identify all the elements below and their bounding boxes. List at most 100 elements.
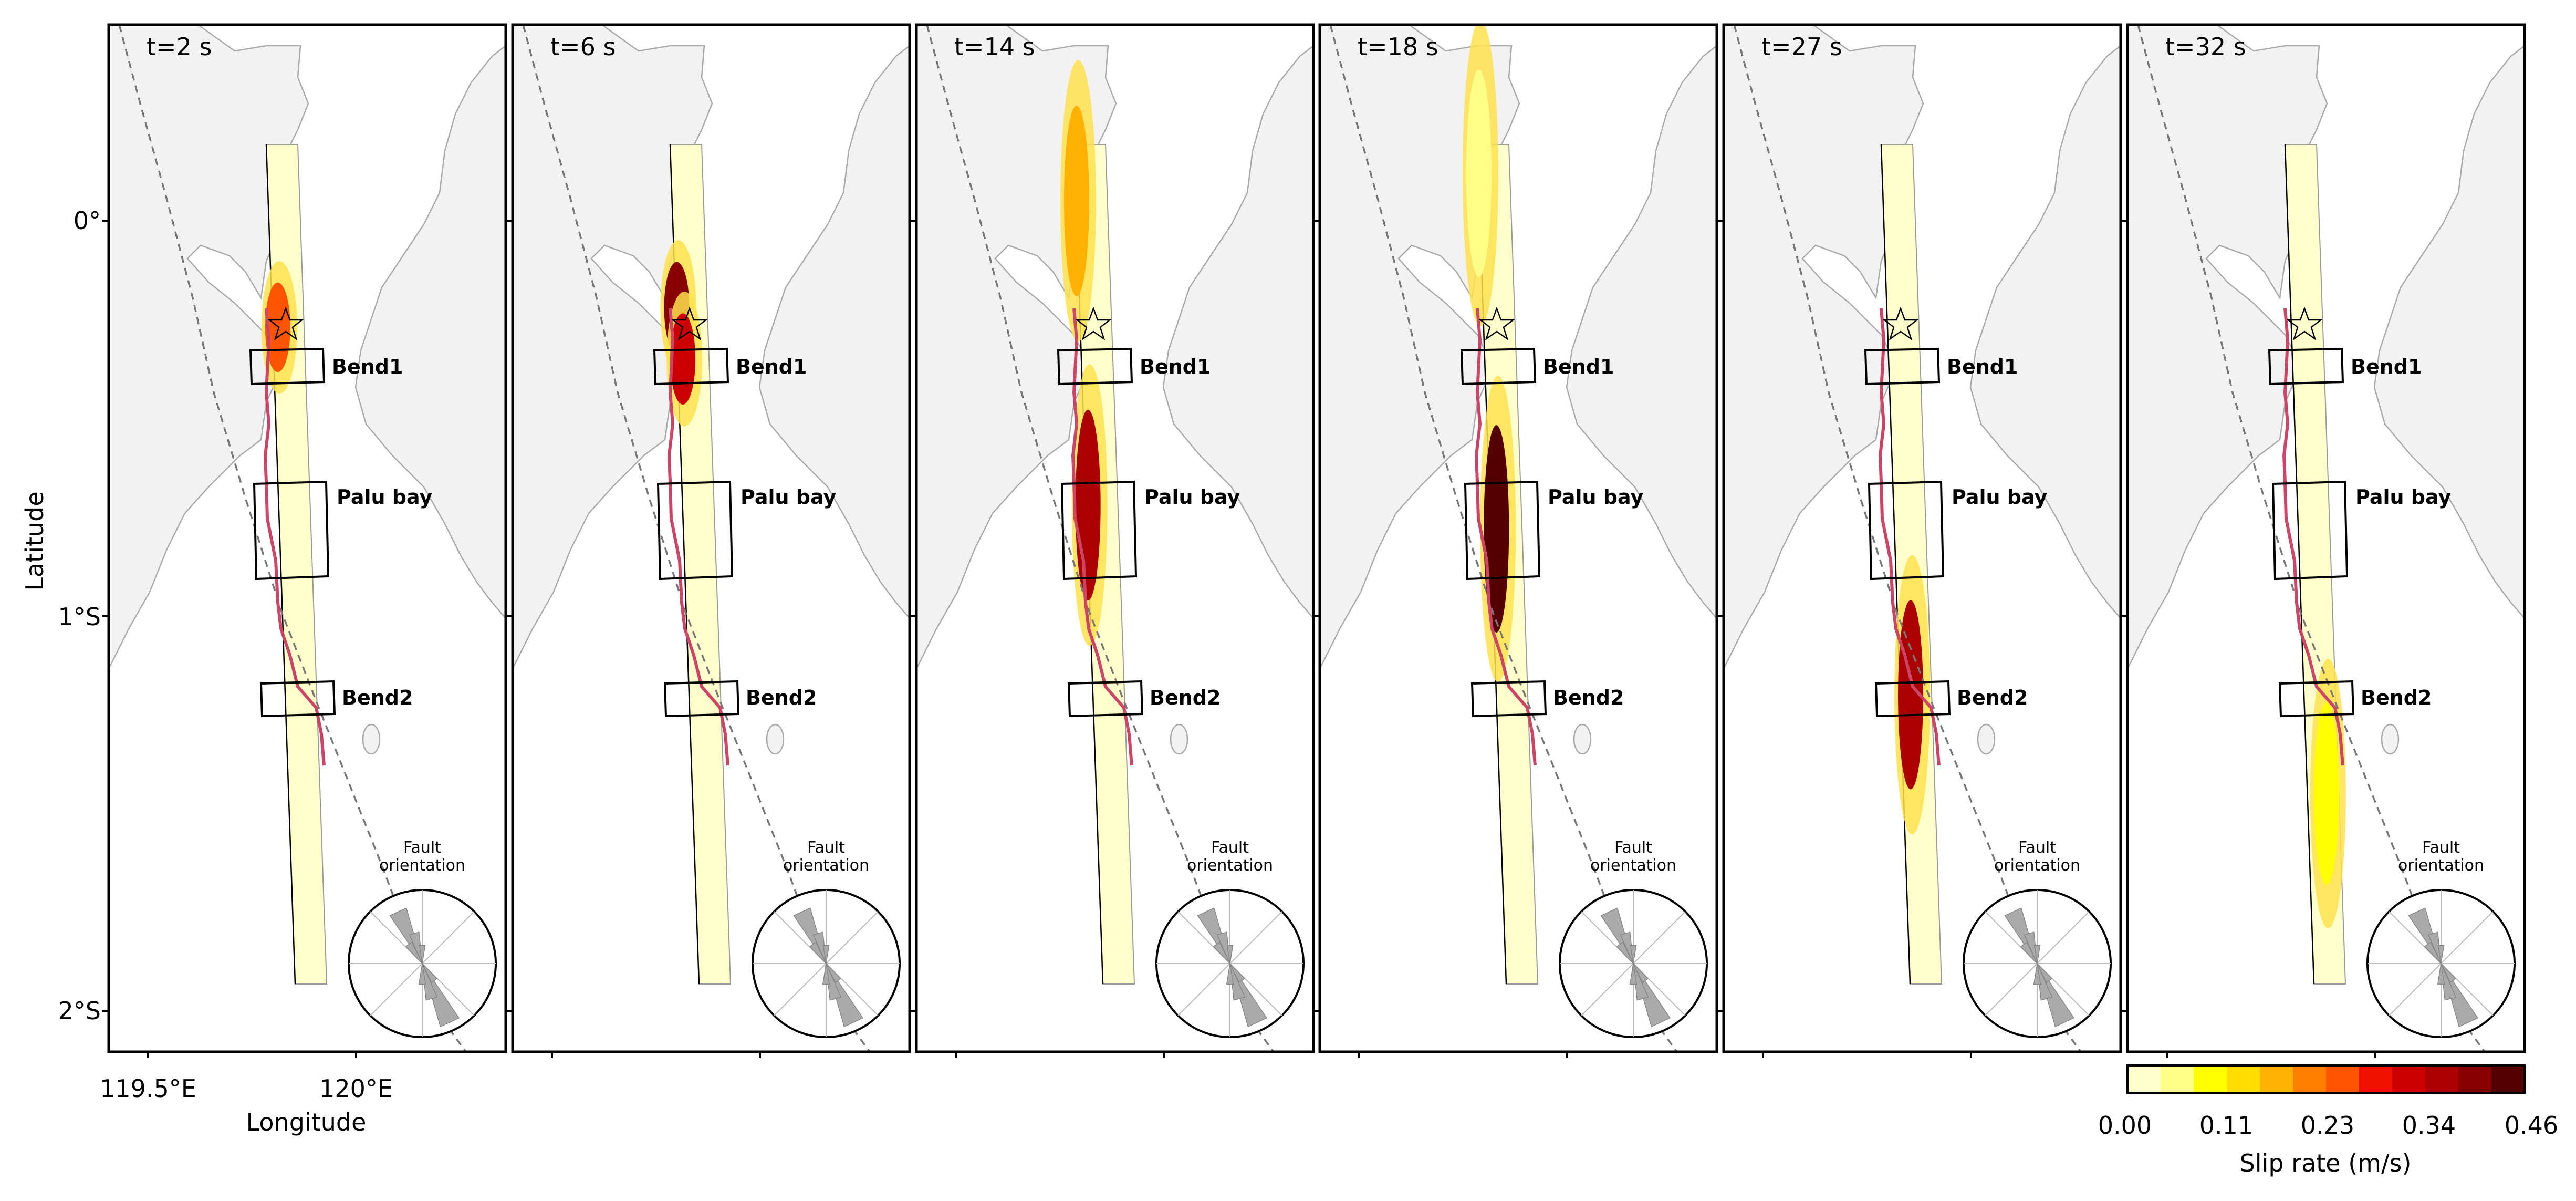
- cbar-tick-0: 0.00: [2098, 1111, 2152, 1140]
- xtick-label-0: 119.5°E: [100, 1074, 196, 1103]
- cbar-tick-1: 0.11: [2199, 1111, 2253, 1140]
- xlabel: Longitude: [246, 1108, 367, 1136]
- time-label-2: t=14 s: [954, 33, 1035, 61]
- hypocenter-star-icon: [267, 306, 304, 341]
- rose-title-line2: orientation: [379, 856, 465, 875]
- region-label-1: Palu bay: [1952, 485, 2047, 509]
- region-box-0: [2268, 347, 2344, 386]
- rupture-patch: [2313, 702, 2339, 885]
- rose-title-line1: Fault: [2422, 838, 2460, 857]
- region-box-1: [1464, 480, 1541, 581]
- surface-rupture-trace: [263, 308, 326, 766]
- time-label-0: t=2 s: [147, 33, 212, 61]
- island: [766, 723, 785, 755]
- region-box-1: [1060, 480, 1138, 581]
- region-label-0: Bend1: [1947, 355, 2018, 378]
- region-box-2: [1067, 680, 1144, 718]
- rose-title-line1: Fault: [403, 838, 441, 857]
- island: [2381, 723, 2400, 755]
- region-label-1: Palu bay: [741, 485, 836, 509]
- colorbar-segment: [2227, 1065, 2260, 1093]
- surface-rupture-trace: [2282, 308, 2344, 766]
- rose-petal: [1229, 963, 1245, 983]
- coastline-west: [2127, 25, 2328, 669]
- hypocenter-star-icon: [1478, 306, 1515, 341]
- rose-title-line1: Fault: [807, 838, 845, 857]
- hypocenter-star-icon: [2286, 306, 2323, 341]
- xtick-label-1: 120°E: [319, 1074, 393, 1103]
- time-label-5: t=32 s: [2165, 33, 2246, 61]
- region-box-2: [1874, 680, 1951, 718]
- rose-title-line1: Fault: [1614, 838, 1652, 857]
- rose-petal: [2020, 941, 2038, 964]
- hypocenter-star-icon: [1075, 306, 1112, 341]
- hypocenter-star-icon: [671, 306, 708, 341]
- colorbar-segment: [2359, 1065, 2393, 1093]
- colorbar: [2126, 1064, 2526, 1094]
- coastline-east: [1566, 25, 1717, 619]
- surface-rupture-trace: [1878, 308, 1941, 766]
- coastline-west: [109, 25, 309, 669]
- coastline-east: [1969, 25, 2121, 619]
- rose-title-line2: orientation: [2398, 856, 2484, 875]
- region-box-2: [1470, 680, 1547, 718]
- surface-rupture-trace: [667, 308, 729, 766]
- time-label-4: t=27 s: [1761, 33, 1842, 61]
- rupture-patch: [1466, 69, 1492, 277]
- region-box-1: [2271, 480, 2349, 581]
- panel-frame: [511, 23, 911, 1053]
- rose-petal: [419, 945, 426, 964]
- rose-petal: [2424, 941, 2442, 964]
- region-box-1: [253, 480, 330, 581]
- rose-petal: [822, 945, 830, 964]
- rupture-patch: [1075, 409, 1101, 601]
- rose-petal: [2441, 963, 2456, 983]
- colorbar-segment: [2127, 1065, 2161, 1093]
- coastline-east: [1162, 25, 1313, 619]
- rose-title-line1: Fault: [1211, 838, 1249, 857]
- cbar-tick-3: 0.34: [2402, 1111, 2456, 1140]
- rose-petal: [2437, 945, 2445, 964]
- island: [1977, 723, 1996, 755]
- panel-frame: [107, 23, 507, 1053]
- rose-petal: [1629, 963, 1638, 985]
- colorbar-segment: [2326, 1065, 2360, 1093]
- coastline-east: [758, 25, 910, 619]
- region-label-2: Bend2: [342, 686, 413, 709]
- region-box-2: [2278, 680, 2355, 718]
- rose-petal: [405, 941, 423, 964]
- region-label-1: Palu bay: [1144, 485, 1240, 509]
- rose-petal: [1226, 963, 1234, 985]
- coastline-west: [1724, 25, 1924, 669]
- rose-petal: [2033, 945, 2041, 964]
- ytick-label-1: 1°S: [58, 603, 101, 631]
- colorbar-segment: [2161, 1065, 2194, 1093]
- region-label-2: Bend2: [1957, 686, 2028, 709]
- island: [362, 723, 381, 755]
- colorbar-segment: [2293, 1065, 2327, 1093]
- colorbar-segment: [2392, 1065, 2426, 1093]
- region-label-1: Palu bay: [337, 485, 432, 509]
- ylabel: Latitude: [20, 491, 49, 591]
- rose-title-line2: orientation: [1187, 856, 1273, 875]
- region-label-2: Bend2: [1150, 686, 1221, 709]
- surface-rupture-trace: [1071, 308, 1133, 766]
- panel-frame: [915, 23, 1315, 1053]
- time-label-3: t=18 s: [1358, 33, 1438, 61]
- ytick-label-2: 2°S: [58, 997, 101, 1025]
- rose-title-line2: orientation: [1590, 856, 1676, 875]
- region-box-2: [259, 680, 336, 718]
- region-label-0: Bend1: [736, 355, 807, 378]
- region-box-0: [1460, 347, 1537, 386]
